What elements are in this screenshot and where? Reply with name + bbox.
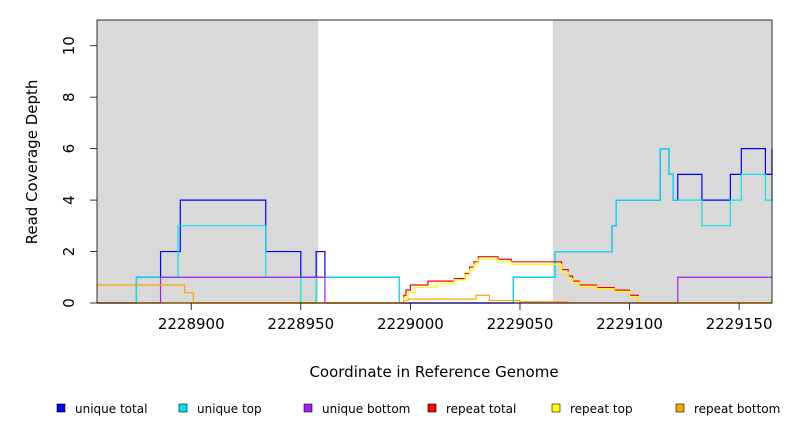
legend-item-unique-bottom: unique bottom [303,402,410,416]
x-tick-label: 2229100 [596,315,663,333]
y-tick-label: 4 [60,195,78,205]
y-tick-label: 10 [60,36,78,55]
y-tick-label: 8 [60,92,78,102]
legend-swatch [56,403,66,413]
legend-label: repeat top [570,402,633,416]
x-tick-label: 2229150 [706,315,773,333]
legend: unique total unique top unique bottom repea… [56,402,780,416]
y-axis-ticks: 0 2 4 6 8 10 [60,36,97,308]
x-tick-label: 2228950 [267,315,334,333]
legend-item-repeat-top: repeat top [551,402,633,416]
y-tick-label: 6 [60,144,78,154]
legend-item-unique-top: unique top [178,402,262,416]
legend-label: unique top [197,402,262,416]
legend-swatch [178,403,188,413]
legend-swatch [675,403,685,413]
legend-label: unique bottom [322,402,410,416]
x-axis-title: Coordinate in Reference Genome [309,363,558,381]
x-tick-label: 2229000 [377,315,444,333]
series-repeat-total [97,256,772,304]
plot-area [97,148,773,304]
legend-swatch [551,403,561,413]
legend-label: unique total [75,402,147,416]
legend-label: repeat bottom [694,402,780,416]
legend-label: repeat total [446,402,516,416]
legend-swatch [303,403,313,413]
series-unique-bottom [97,276,772,304]
y-tick-label: 2 [60,247,78,257]
x-axis-ticks: 2228900 2228950 2229000 2229050 2229100 22291… [158,303,773,333]
plot-border [96,19,773,304]
series-repeat-top [97,258,772,304]
shaded-regions [97,20,772,303]
legend-item-unique-total: unique total [56,402,147,416]
y-tick-label: 0 [60,298,78,308]
x-tick-label: 2229050 [487,315,554,333]
x-tick-label: 2228900 [158,315,225,333]
y-axis-title: Read Coverage Depth [23,80,41,245]
legend-item-repeat-bottom: repeat bottom [675,402,780,416]
legend-item-repeat-total: repeat total [427,402,516,416]
shaded-region-2 [552,20,772,303]
series-repeat-bottom [97,284,772,304]
shaded-region-1 [97,20,319,303]
legend-swatch [427,403,437,413]
